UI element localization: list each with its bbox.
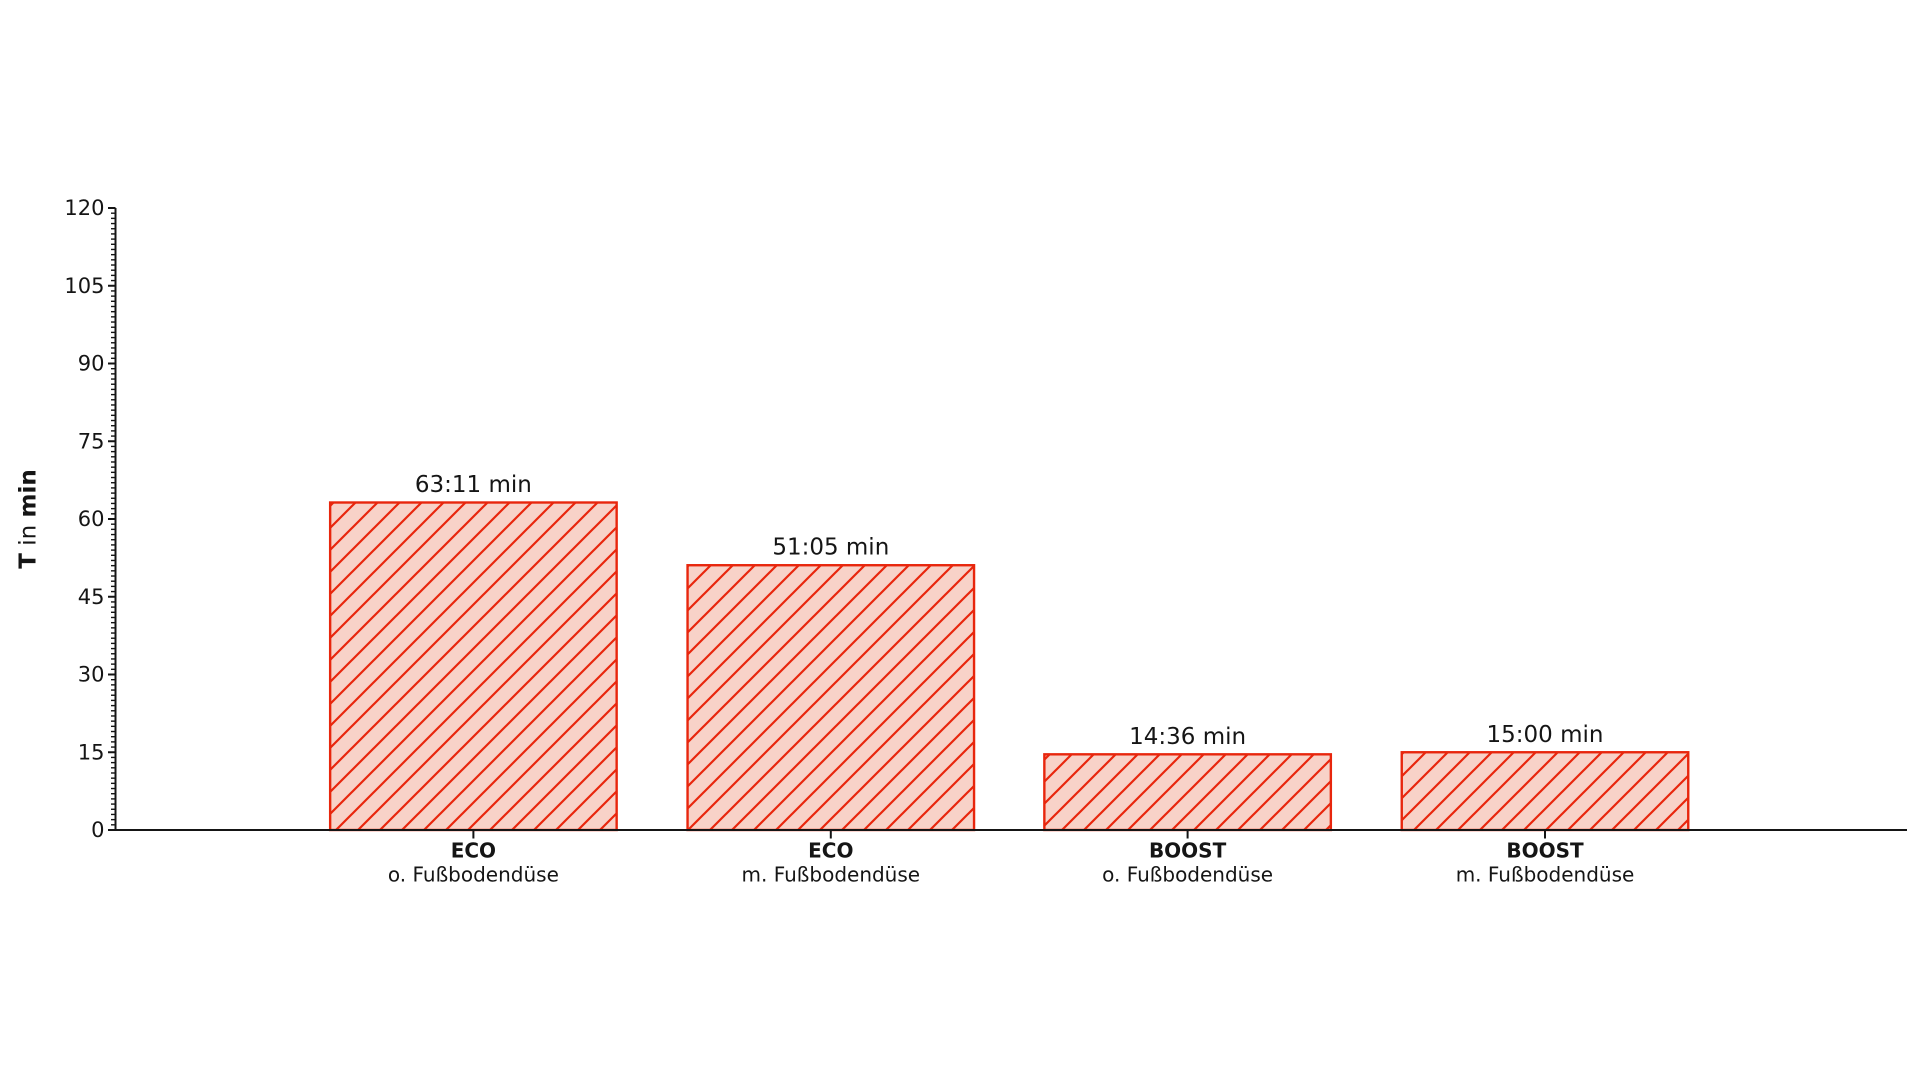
y-tick-label: 45 [78,585,105,609]
y-tick-label: 90 [78,352,105,376]
x-category-label-mode: BOOST [1506,839,1584,863]
y-tick-label: 0 [91,818,104,842]
y-tick-label: 30 [78,663,105,687]
y-axis-title-part: min [16,469,42,517]
x-category-label-nozzle: o. Fußbodendüse [388,863,559,887]
x-category-label-mode: ECO [451,839,496,863]
y-tick-label: 60 [78,507,105,531]
y-tick-label: 120 [64,196,104,220]
bar-hatch [687,565,975,830]
x-category-label-mode: ECO [808,839,853,863]
y-tick-label: 75 [78,429,105,453]
bar-value-label: 15:00 min [1487,722,1604,748]
y-tick-label: 105 [64,274,104,298]
bars-group [328,501,1690,832]
bar-value-label: 63:11 min [415,472,532,498]
x-category-label-nozzle: o. Fußbodendüse [1102,863,1273,887]
bar-value-label: 14:36 min [1129,724,1246,750]
x-category-label-nozzle: m. Fußbodendüse [742,863,921,887]
bar-hatch [1044,754,1331,830]
bar-hatch [330,502,617,830]
y-axis-title: T in min [16,469,42,569]
bar-value-label: 51:05 min [772,535,889,561]
y-tick-label: 15 [78,740,105,764]
bar-hatch [1401,752,1689,830]
y-axis-title-part: in [16,517,42,553]
annotations-group: 63:11 min 51:05 min 14:36 min 15:00 min [415,472,1604,750]
x-category-label-nozzle: m. Fußbodendüse [1456,863,1635,887]
x-category-label-mode: BOOST [1149,839,1227,863]
y-axis-title-part: T [16,553,42,569]
